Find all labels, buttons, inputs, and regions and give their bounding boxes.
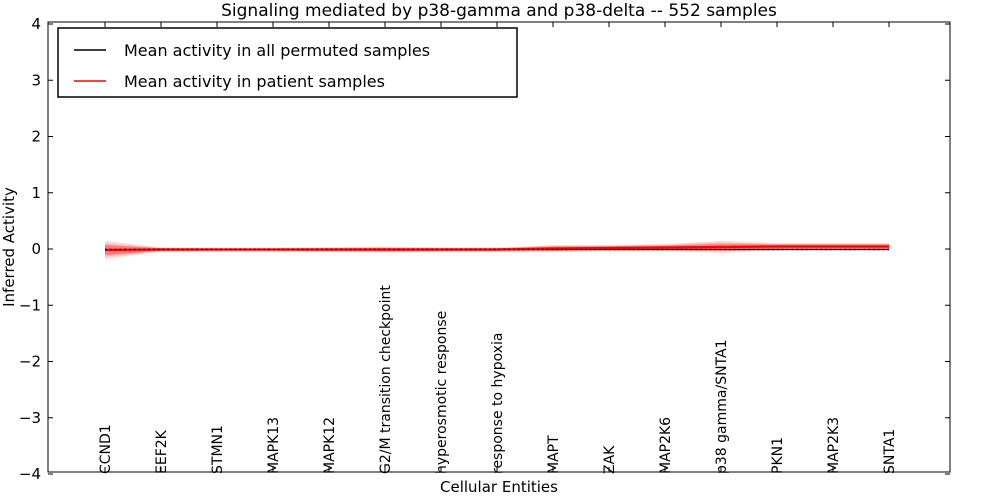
chart-title: Signaling mediated by p38-gamma and p38-… — [221, 1, 777, 21]
y-tick-label: −3 — [19, 409, 41, 427]
legend: Mean activity in all permuted samples Me… — [57, 27, 518, 98]
y-tick-label: 0 — [31, 240, 41, 258]
x-tick-label: ZAK — [602, 445, 618, 474]
plot-border — [47, 21, 951, 473]
y-tick-label: 2 — [31, 128, 41, 146]
y-tick-label: −4 — [19, 465, 41, 483]
legend-label-patient: Mean activity in patient samples — [124, 72, 385, 91]
x-tick-label: CCND1 — [98, 424, 114, 474]
y-tick-label: 3 — [31, 71, 41, 89]
x-tick-label: MAPT — [546, 435, 562, 474]
x-tick-label: MAPK13 — [266, 417, 282, 474]
y-tick-label: 4 — [31, 15, 41, 33]
x-tick-label: MAP2K3 — [826, 417, 842, 474]
x-tick-label: response to hypoxia — [490, 333, 506, 474]
y-axis-label: Inferred Activity — [0, 187, 18, 307]
legend-box — [57, 27, 518, 98]
x-tick-label: G2/M transition checkpoint — [378, 285, 394, 474]
x-tick-label: STMN1 — [210, 425, 226, 474]
legend-label-permuted: Mean activity in all permuted samples — [124, 41, 430, 60]
y-tick-label: −1 — [19, 296, 41, 314]
x-tick-label: MAPK12 — [322, 417, 338, 474]
y-tick-label: 1 — [31, 184, 41, 202]
y-tick-label: −2 — [19, 353, 41, 371]
x-tick-label: SNTA1 — [882, 429, 898, 474]
x-tick-label: PKN1 — [770, 437, 786, 474]
x-tick-label: hyperosmotic response — [434, 311, 450, 474]
x-axis-label: Cellular Entities — [440, 478, 558, 496]
x-tick-label: p38 gamma/SNTA1 — [714, 340, 730, 475]
x-tick-label: EEF2K — [154, 429, 170, 474]
x-tick-label: MAP2K6 — [658, 417, 674, 474]
